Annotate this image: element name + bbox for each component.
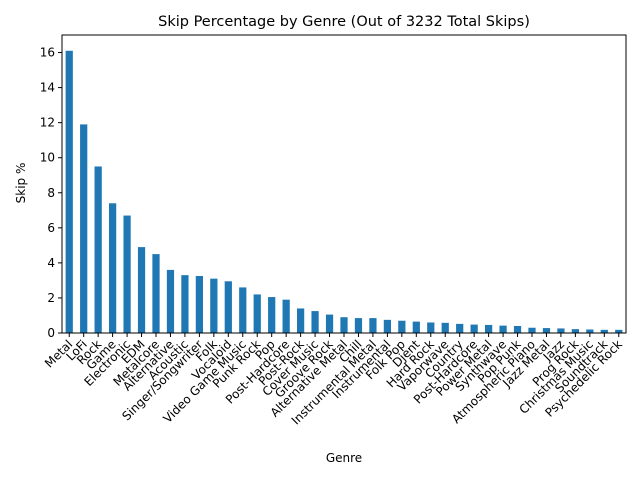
bars-group [65, 50, 623, 334]
bar [441, 322, 449, 333]
bar [65, 50, 73, 334]
y-ticks-group: 0 2 4 6 8 10 12 14 16 [40, 46, 62, 340]
bar [485, 324, 493, 333]
bar [412, 321, 420, 333]
bar [340, 317, 348, 333]
bar [470, 324, 478, 333]
bar [615, 329, 623, 333]
bar [383, 319, 391, 333]
bar [600, 329, 608, 333]
bar [311, 311, 319, 333]
y-tick-label: 12 [40, 116, 55, 130]
bar [253, 294, 261, 333]
bar [224, 281, 232, 333]
y-tick-label: 4 [47, 256, 55, 270]
plot-frame [61, 34, 627, 334]
y-tick-label: 0 [47, 326, 55, 340]
bar [210, 278, 218, 333]
y-tick-label: 10 [40, 151, 55, 165]
y-axis-label: Skip % [14, 163, 28, 204]
y-tick-label: 8 [47, 186, 55, 200]
y-tick-label: 6 [47, 221, 55, 235]
y-tick-label: 16 [40, 46, 55, 60]
bar [557, 328, 565, 333]
bar [586, 329, 594, 333]
bar [137, 247, 146, 333]
bar [282, 299, 290, 333]
bar [542, 328, 551, 333]
bar [513, 325, 522, 333]
x-ticks-group: MetalLoFiRockGameElectronicEDMMetalcoreA… [42, 333, 625, 427]
y-tick-label: 14 [40, 81, 55, 95]
bar [499, 325, 507, 333]
bar [239, 287, 247, 333]
bar [152, 254, 160, 333]
bar [195, 276, 203, 333]
y-tick-label: 2 [47, 291, 55, 305]
bar [268, 297, 276, 333]
bar [94, 166, 102, 333]
bar [398, 320, 406, 333]
bar [166, 269, 175, 333]
bar [354, 318, 363, 333]
bar [297, 308, 305, 333]
bar [325, 314, 334, 333]
bar [181, 275, 189, 333]
bar [109, 203, 117, 333]
bar [369, 318, 377, 333]
bar [571, 329, 579, 333]
bar [123, 215, 131, 333]
bar [427, 322, 435, 333]
bar [456, 323, 464, 333]
bar [80, 124, 88, 334]
bar [528, 327, 536, 333]
x-axis-label: Genre [326, 451, 362, 465]
chart-title: Skip Percentage by Genre (Out of 3232 To… [158, 14, 530, 30]
